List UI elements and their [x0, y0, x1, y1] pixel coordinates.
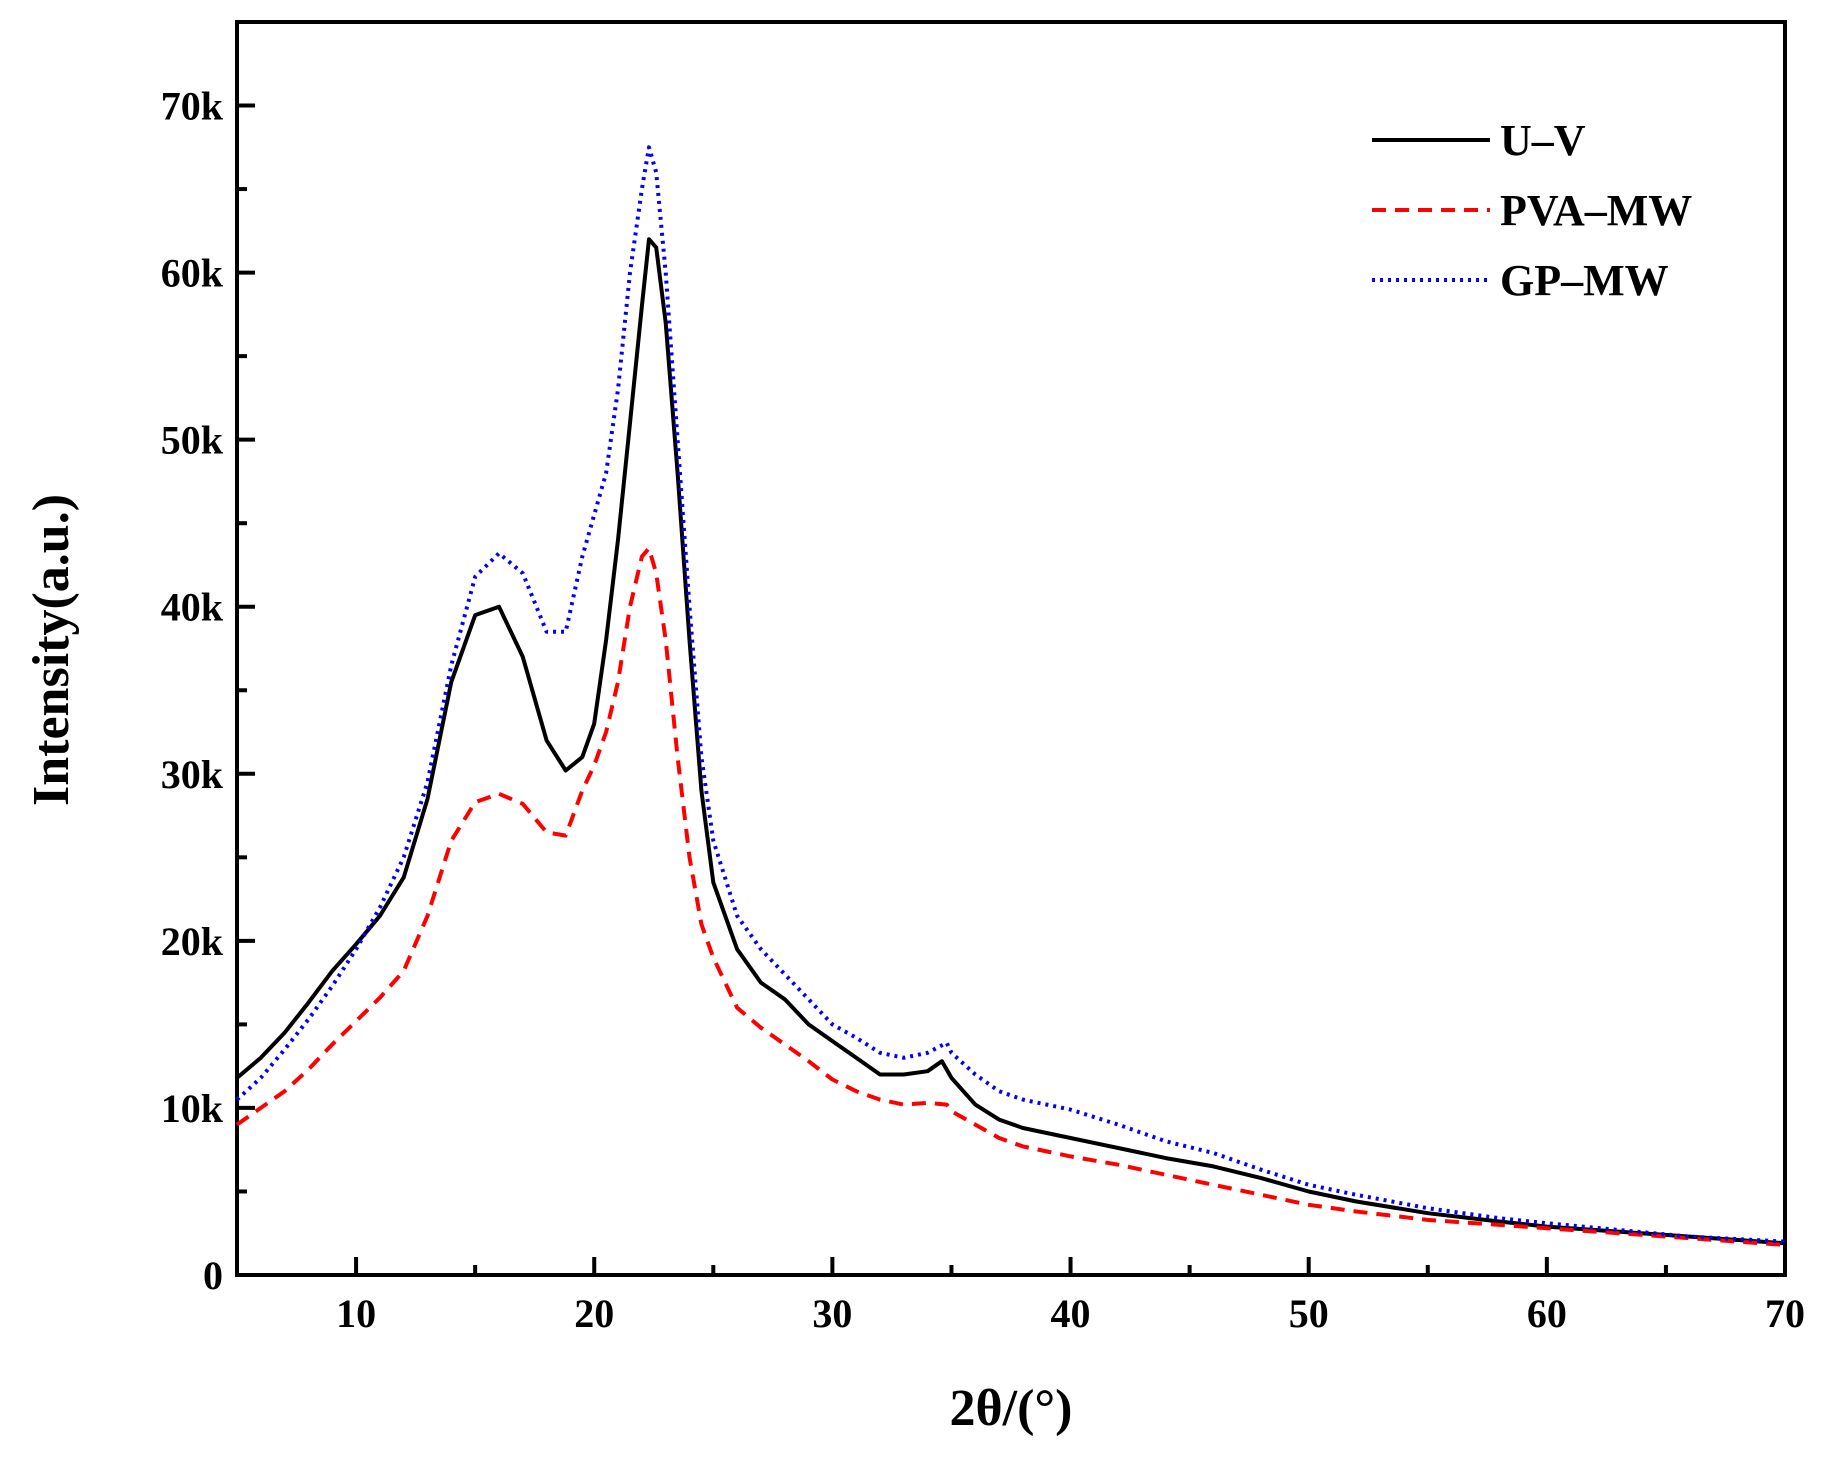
- y-tick-label: 30k: [161, 752, 224, 797]
- x-tick-label: 20: [574, 1291, 614, 1336]
- legend: U–V PVA–MW GP–MW: [1372, 116, 1692, 305]
- x-tick-label: 60: [1527, 1291, 1567, 1336]
- y-tick-label: 0: [203, 1253, 223, 1298]
- x-tick-label: 70: [1765, 1291, 1805, 1336]
- y-tick-label: 50k: [161, 418, 224, 463]
- series-line-2: [235, 145, 1786, 1244]
- x-tick-label: 10: [336, 1291, 376, 1336]
- y-axis-title: Intensity(a.u.): [23, 494, 80, 806]
- y-tick-label: 10k: [161, 1086, 224, 1131]
- y-tick-label: 60k: [161, 251, 224, 296]
- x-tick-label: 30: [812, 1291, 852, 1336]
- plot-frame: [235, 20, 1787, 1277]
- x-axis-title: 2θ/(°): [949, 1380, 1072, 1437]
- series-line-1: [235, 546, 1786, 1247]
- y-axis-ticks: 0 10k 20k 30k 40k 50k 60k 70k: [161, 20, 255, 1298]
- y-tick-label: 70k: [161, 84, 224, 129]
- x-tick-label: 50: [1289, 1291, 1329, 1336]
- legend-label: GP–MW: [1500, 256, 1669, 305]
- series-line-0: [235, 237, 1786, 1246]
- series-layer: [235, 145, 1786, 1247]
- y-tick-label: 20k: [161, 919, 224, 964]
- x-axis-ticks: 10 20 30 40 50 60 70: [235, 1257, 1805, 1336]
- legend-label: U–V: [1500, 116, 1586, 165]
- legend-label: PVA–MW: [1500, 186, 1692, 235]
- x-tick-label: 40: [1051, 1291, 1091, 1336]
- y-tick-label: 40k: [161, 585, 224, 630]
